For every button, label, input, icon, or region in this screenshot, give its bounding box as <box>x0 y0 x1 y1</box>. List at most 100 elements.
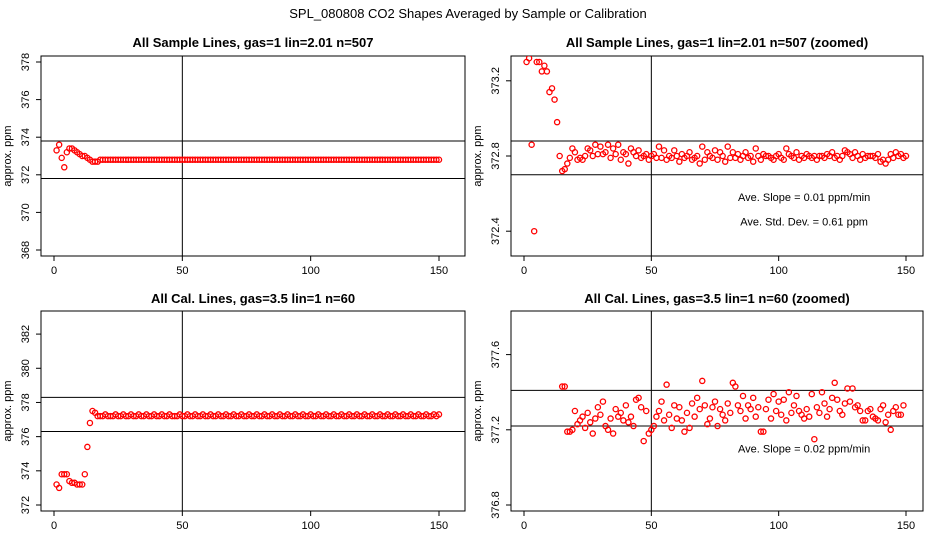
data-point <box>839 152 846 160</box>
y-tick-label: 368 <box>20 241 32 259</box>
data-point <box>653 413 660 420</box>
data-point <box>895 411 902 419</box>
data-point <box>739 392 747 400</box>
x-tick-label: 50 <box>645 265 657 277</box>
y-tick-label: 372 <box>20 166 32 184</box>
data-point <box>609 145 617 152</box>
y-tick-label: 378 <box>20 53 32 71</box>
data-point <box>709 403 716 411</box>
x-tick-label: 150 <box>897 265 915 277</box>
data-point <box>536 58 543 66</box>
data-point <box>558 383 566 390</box>
data-point <box>729 148 737 156</box>
data-point <box>81 470 89 478</box>
data-point <box>589 152 597 160</box>
data-point <box>63 470 71 478</box>
data-point <box>828 394 836 402</box>
data-point <box>747 405 754 413</box>
data-point <box>716 405 724 413</box>
x-tick-label: 150 <box>430 520 448 532</box>
data-point <box>760 428 767 435</box>
data-point <box>732 383 739 390</box>
chart-panel-2: All Sample Lines, gas=1 lin=2.01 n=507 (… <box>472 35 924 277</box>
y-tick-label: 376 <box>20 90 32 108</box>
data-point <box>86 419 94 427</box>
data-point <box>592 415 599 422</box>
data-point <box>811 435 818 443</box>
data-point <box>658 154 665 162</box>
data-point <box>849 385 856 392</box>
data-point <box>612 405 619 413</box>
x-tick-label: 0 <box>51 520 57 532</box>
data-point <box>879 402 887 409</box>
data-point <box>874 417 882 424</box>
data-point <box>777 411 785 419</box>
data-point <box>780 396 788 403</box>
data-point <box>704 420 711 428</box>
plot-frame <box>40 310 466 512</box>
data-point <box>747 152 754 160</box>
data-point <box>53 147 60 154</box>
data-point <box>604 141 612 148</box>
data-point <box>625 419 632 426</box>
data-point <box>719 152 726 160</box>
y-tick-label: 377.6 <box>490 341 502 369</box>
data-point <box>541 62 548 70</box>
plot-frame <box>510 310 924 512</box>
data-point <box>813 403 821 411</box>
data-point <box>599 398 607 405</box>
chart-panel-1: All Sample Lines, gas=1 lin=2.01 n=507 0 5… <box>2 35 466 277</box>
data-point <box>592 141 599 148</box>
data-point <box>594 403 602 411</box>
annotation-text: Ave. Slope = 0.01 ppm/min <box>738 192 870 204</box>
data-point <box>530 227 538 235</box>
data-point <box>818 388 826 396</box>
x-tick-label: 50 <box>645 520 657 532</box>
data-point <box>548 85 556 92</box>
panel-title: All Sample Lines, gas=1 lin=2.01 n=507 <box>133 35 374 50</box>
data-point <box>826 405 833 413</box>
x-tick-label: 50 <box>176 265 188 277</box>
data-point <box>688 400 696 407</box>
data-point <box>673 152 681 160</box>
x-tick-label: 0 <box>51 265 57 277</box>
data-point <box>671 147 678 154</box>
data-point <box>622 402 630 409</box>
y-tick-label: 380 <box>20 359 32 377</box>
data-point <box>737 407 744 415</box>
data-point <box>607 154 614 162</box>
data-point <box>597 143 604 150</box>
chart-panel-4: All Cal. Lines, gas=3.5 lin=1 n=60 (zoom… <box>472 291 924 532</box>
data-point <box>435 411 443 418</box>
data-point <box>564 160 571 167</box>
data-point <box>665 411 673 419</box>
data-point <box>622 150 630 158</box>
data-point <box>749 158 757 165</box>
data-point <box>681 428 688 435</box>
data-point <box>533 58 540 66</box>
data-point <box>701 156 709 164</box>
data-point <box>76 481 83 488</box>
data-point <box>783 417 790 424</box>
y-tick-label: 376.8 <box>490 491 502 519</box>
data-point <box>55 484 63 492</box>
data-point <box>673 415 681 422</box>
data-point <box>678 417 686 424</box>
data-point <box>551 96 558 103</box>
data-point <box>734 402 742 409</box>
y-tick-label: 374 <box>20 462 32 480</box>
data-point <box>686 424 693 432</box>
data-point <box>742 148 749 156</box>
data-point <box>721 158 729 165</box>
data-point <box>627 413 635 420</box>
data-point <box>625 160 632 167</box>
data-point <box>831 379 838 387</box>
data-point <box>642 407 650 415</box>
data-point <box>586 419 594 426</box>
data-point <box>790 402 798 409</box>
data-point <box>721 417 729 424</box>
data-point <box>724 400 731 407</box>
y-axis-label: approx. ppm <box>472 125 484 186</box>
x-tick-label: 0 <box>521 265 527 277</box>
